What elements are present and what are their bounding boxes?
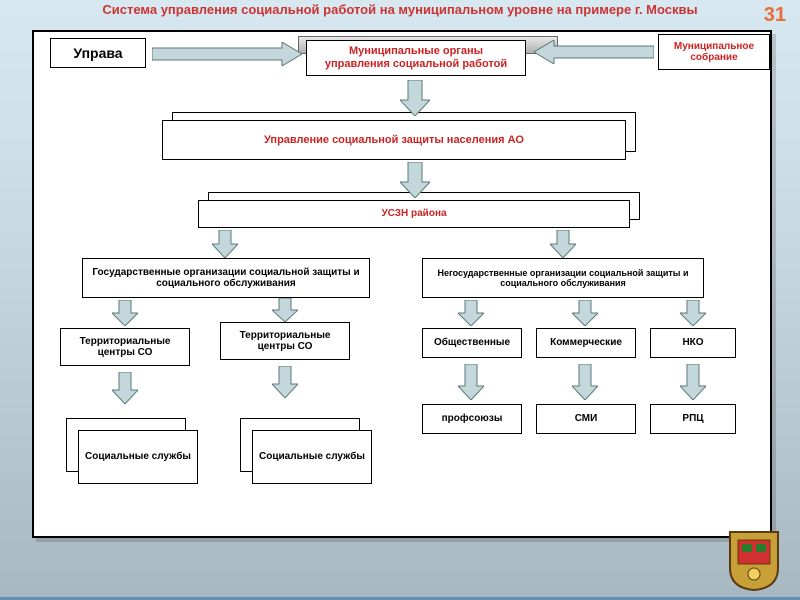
arrow-down-icon xyxy=(572,364,598,400)
box-prof: профсоюзы xyxy=(422,404,522,434)
diagram-frame: Управа Муниципальные органы управления с… xyxy=(32,30,772,538)
box-soc2: Социальные службы xyxy=(252,430,372,484)
arrow-down-icon xyxy=(212,230,238,258)
crest-emblem-icon xyxy=(726,528,782,592)
box-smi: СМИ xyxy=(536,404,636,434)
page-title: Система управления социальной работой на… xyxy=(60,2,740,18)
mun-organs-line1: Муниципальные органы xyxy=(311,45,521,58)
arrow-right-icon xyxy=(152,42,302,66)
box-mun-sobranie: Муниципальное собрание xyxy=(658,34,770,70)
box-terr2: Территориальные центры СО xyxy=(220,322,350,360)
arrow-down-icon xyxy=(112,372,138,404)
arrow-down-icon xyxy=(458,300,484,326)
page-number: 31 xyxy=(764,4,786,27)
arrow-down-icon xyxy=(550,230,576,258)
arrow-down-icon xyxy=(400,80,430,116)
mun-organs-line2: управления социальной работой xyxy=(311,58,521,71)
box-gos-org: Государственные организации социальной з… xyxy=(82,258,370,298)
arrow-down-icon xyxy=(272,298,298,322)
arrow-down-icon xyxy=(272,366,298,398)
arrow-down-icon xyxy=(458,364,484,400)
arrow-down-icon xyxy=(112,300,138,326)
box-uprava: Управа xyxy=(50,38,146,68)
box-nko: НКО xyxy=(650,328,736,358)
box-negos-org: Негосударственные организации социальной… xyxy=(422,258,704,298)
arrow-down-icon xyxy=(680,364,706,400)
box-terr1: Территориальные центры СО xyxy=(60,328,190,366)
box-soc1: Социальные службы xyxy=(78,430,198,484)
box-uszn: УСЗН района xyxy=(198,200,630,228)
arrow-down-icon xyxy=(572,300,598,326)
arrow-down-icon xyxy=(400,162,430,198)
box-komm: Коммерческие xyxy=(536,328,636,358)
box-rpc: РПЦ xyxy=(650,404,736,434)
box-upravlenie: Управление социальной защиты населения А… xyxy=(162,120,626,160)
box-obsh: Общественные xyxy=(422,328,522,358)
box-mun-organs: Муниципальные органы управления социальн… xyxy=(306,40,526,76)
arrow-down-icon xyxy=(680,300,706,326)
arrow-left-icon xyxy=(534,40,654,64)
